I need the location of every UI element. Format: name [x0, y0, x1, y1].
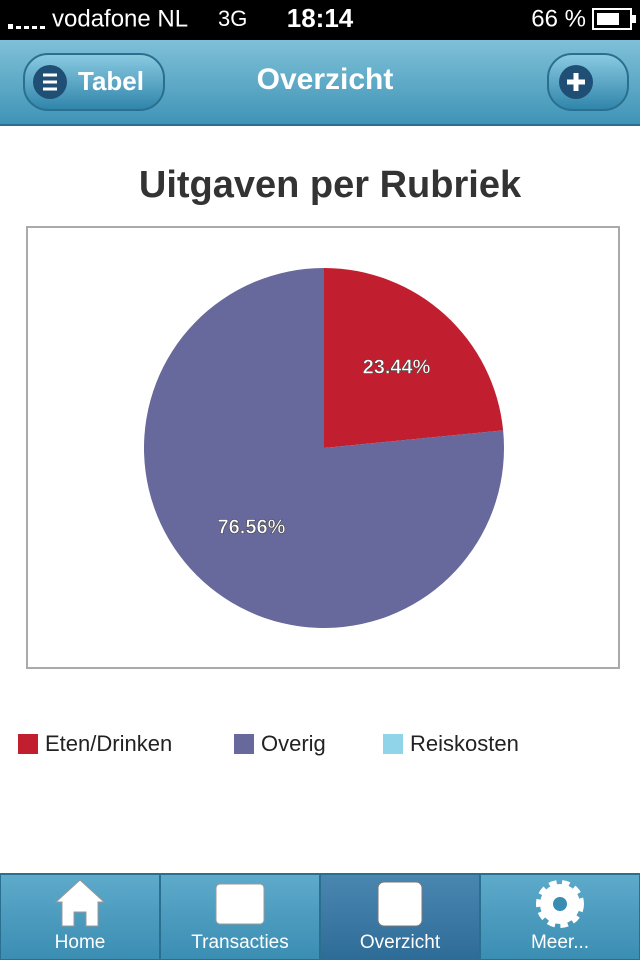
slice-label: 23.44% [363, 356, 431, 378]
tab-label: Overzicht [360, 932, 441, 953]
signal [8, 24, 45, 29]
tab-label: Meer... [531, 932, 589, 953]
tab-label: Home [55, 932, 106, 953]
chart-title: Uitgaven per Rubriek [139, 164, 522, 206]
legend-swatch [234, 734, 254, 754]
battery-text: 66 % [531, 5, 586, 32]
legend-label: Overig [261, 731, 326, 756]
pie-slice [143, 268, 504, 629]
nav-title: Overzicht [257, 63, 394, 96]
pie: 23.44% 76.56% [143, 268, 504, 629]
pie-slice [324, 268, 504, 448]
tab[interactable]: Transacties [159, 873, 321, 961]
legend-swatch [383, 734, 403, 754]
tab-label: Transacties [191, 932, 289, 953]
tab[interactable]: Overzicht [319, 873, 481, 961]
tab[interactable]: Home [0, 873, 161, 961]
add-button[interactable] [547, 53, 629, 111]
time: 18:14 [287, 3, 354, 33]
tab-bar: Home Transacties Overzicht Meer... [0, 873, 640, 961]
legend: Eten/Drinken Overig Reiskosten [18, 731, 519, 756]
network: 3G [218, 6, 247, 31]
button-label: Tabel [78, 66, 144, 96]
legend-swatch [18, 734, 38, 754]
icon [54, 879, 106, 927]
tabel-button[interactable]: Tabel [23, 53, 165, 111]
icon-hole [553, 897, 567, 911]
slice-label: 76.56% [218, 516, 286, 538]
icon [215, 883, 265, 925]
icon [377, 881, 423, 927]
legend-label: Reiskosten [410, 731, 519, 756]
status-bar [0, 0, 640, 40]
battery-icon [592, 8, 636, 30]
carrier: vodafone NL [52, 5, 188, 32]
legend-label: Eten/Drinken [45, 731, 172, 756]
tab[interactable]: Meer... [479, 873, 640, 961]
